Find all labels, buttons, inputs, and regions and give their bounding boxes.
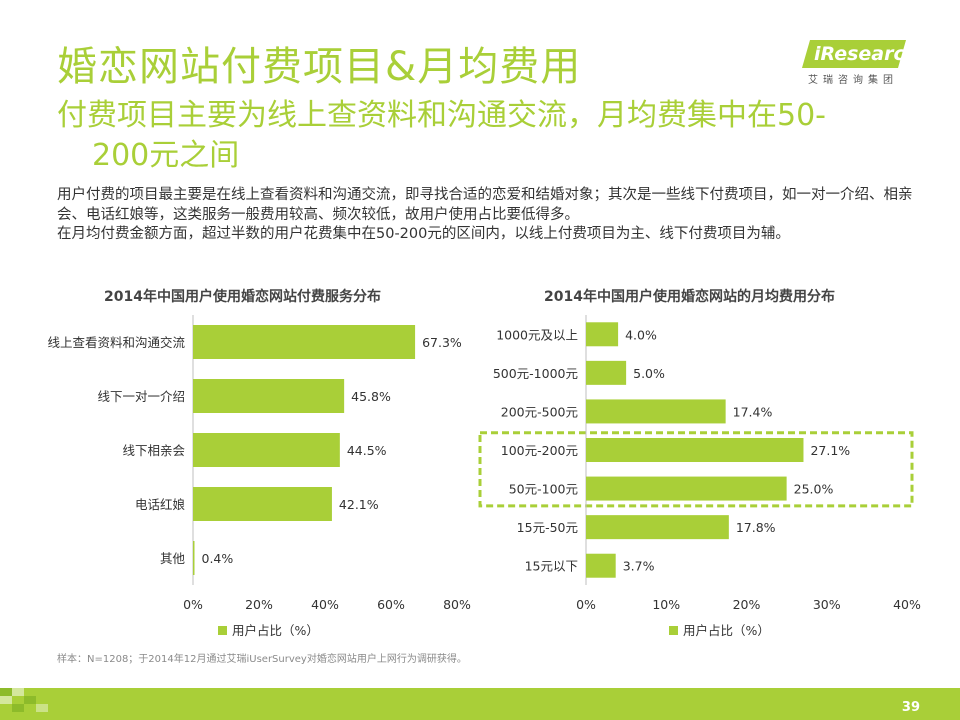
footer-decoration (0, 688, 48, 712)
chart1-bar (193, 487, 332, 521)
page-number: 39 (901, 700, 920, 715)
chart2-bar (586, 553, 616, 578)
chart2-bar (586, 515, 729, 540)
chart2-bar (586, 476, 787, 501)
chart1-title: 2014年中国用户使用婚恋网站付费服务分布 (104, 289, 381, 305)
chart2-category-label: 200元-500元 (501, 404, 578, 419)
chart2-category-label: 50元-100元 (509, 482, 578, 497)
page-subtitle-line1: 付费项目主要为线上查资料和沟通交流，月均费集中在50- (57, 98, 826, 133)
page-subtitle-line2: 200元之间 (92, 138, 240, 173)
chart1-category-label: 线下一对一介绍 (97, 389, 185, 404)
chart2-bar (586, 322, 619, 347)
chart1-value-label: 44.5% (347, 443, 387, 458)
chart1-tick-label: 20% (245, 597, 273, 612)
chart2-value-label: 27.1% (810, 443, 850, 458)
chart1-value-label: 42.1% (339, 497, 379, 512)
chart1-bar (193, 325, 416, 359)
chart2-tick-label: 0% (576, 597, 596, 612)
chart1-category-label: 线上查看资料和沟通交流 (47, 335, 185, 350)
chart1-category-label: 其他 (160, 551, 186, 566)
iresearch-logo: iResearch 艾瑞咨询集团 (801, 40, 926, 88)
chart2-value-label: 3.7% (623, 559, 655, 574)
description-para-2: 在月均付费金额方面，超过半数的用户花费集中在50-200元的区间内，以线上付费项… (57, 226, 790, 242)
chart2-category-label: 15元-50元 (517, 520, 578, 535)
logo-cn: 艾瑞咨询集团 (808, 75, 898, 86)
chart2-category-label: 100元-200元 (501, 443, 578, 458)
chart2-legend-swatch (669, 626, 678, 635)
chart2-title: 2014年中国用户使用婚恋网站的月均费用分布 (544, 289, 835, 305)
chart2-bar (586, 360, 627, 385)
chart2-highlight-box (478, 431, 914, 508)
chart2-bar (586, 399, 726, 424)
chart-payment-services: 线上查看资料和沟通交流 67.3% 线下一对一介绍 45.8% 线下相亲会 44.5% 电话… (47, 315, 471, 638)
source-note: 样本：N=1208；于2014年12月通过艾瑞iUserSurvey对婚恋网站用… (57, 654, 467, 665)
chart2-value-label: 25.0% (794, 482, 834, 497)
chart1-legend-swatch (218, 626, 227, 635)
chart1-tick-label: 40% (311, 597, 339, 612)
chart1-value-label: 67.3% (422, 335, 462, 350)
chart2-tick-label: 10% (652, 597, 680, 612)
chart1-value-label: 0.4% (202, 551, 234, 566)
footer-bar (0, 688, 960, 720)
chart2-value-label: 17.8% (736, 520, 776, 535)
chart2-value-label: 5.0% (633, 366, 665, 381)
chart1-category-label: 线下相亲会 (122, 443, 185, 458)
chart2-value-label: 4.0% (625, 327, 657, 342)
chart1-category-label: 电话红娘 (135, 497, 186, 512)
description-para-1: 用户付费的项目最主要是在线上查看资料和沟通交流，即寻找合适的恋爱和结婚对象；其次… (57, 187, 913, 223)
chart1-legend-label: 用户占比（%） (232, 623, 319, 638)
chart1-tick-label: 60% (377, 597, 405, 612)
page-title: 婚恋网站付费项目&月均费用 (57, 44, 582, 90)
chart2-value-label: 17.4% (733, 404, 773, 419)
chart2-legend-label: 用户占比（%） (683, 623, 770, 638)
chart1-bar (193, 541, 195, 575)
chart2-bar (586, 438, 804, 462)
chart2-tick-label: 40% (893, 597, 921, 612)
chart2-category-label: 500元-1000元 (493, 366, 578, 381)
chart2-tick-label: 30% (813, 597, 841, 612)
logo-brand: iResearch (814, 43, 919, 65)
chart1-tick-label: 0% (183, 597, 203, 612)
chart1-bar (193, 433, 340, 467)
chart2-tick-label: 20% (733, 597, 761, 612)
chart-monthly-spend: 1000元及以上 4.0% 500元-1000元 5.0% 200元-500元 17.4%… (478, 315, 921, 638)
chart1-value-label: 45.8% (351, 389, 391, 404)
chart1-tick-label: 80% (443, 597, 471, 612)
chart2-category-label: 15元以下 (525, 559, 578, 574)
chart2-category-label: 1000元及以上 (496, 327, 578, 342)
description: 用户付费的项目最主要是在线上查看资料和沟通交流，即寻找合适的恋爱和结婚对象；其次… (57, 186, 927, 245)
chart1-bar (193, 379, 345, 413)
